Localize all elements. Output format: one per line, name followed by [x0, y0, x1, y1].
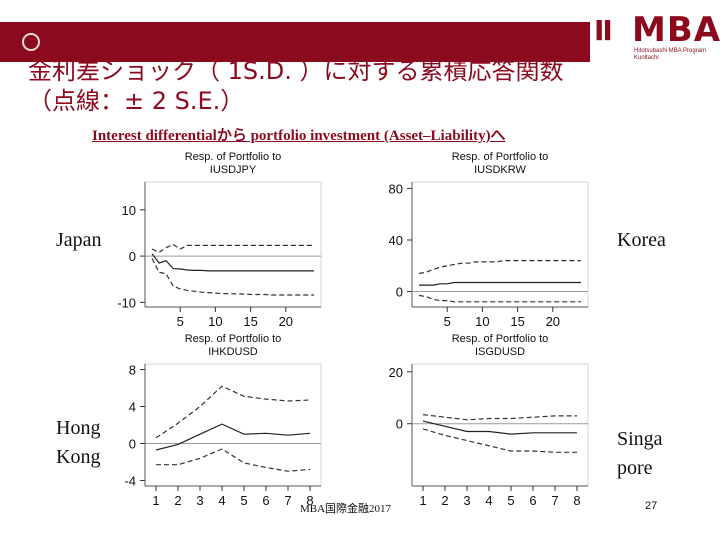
upper-band-line	[151, 243, 314, 254]
plot-frame	[144, 363, 322, 487]
label-singapore: Singa pore	[617, 428, 663, 479]
logo-mark: II	[594, 14, 613, 47]
header-bar	[0, 22, 590, 62]
chart-title-line: Resp. of Portfolio to	[185, 151, 282, 163]
plot-frame	[144, 181, 322, 308]
y-tick-label: -10	[117, 295, 136, 310]
x-tick-label: 2	[441, 493, 448, 508]
label-korea: Korea	[617, 229, 666, 251]
x-tick-label: 5	[507, 493, 514, 508]
slide-subtitle: Interest differentialから portfolio invest…	[92, 128, 506, 144]
page-number: 27	[645, 500, 658, 512]
lower-band-line	[156, 448, 311, 472]
x-tick-label: 5	[444, 314, 451, 329]
lower-band-line	[422, 428, 577, 453]
x-tick-label: 8	[306, 493, 313, 508]
mba-logo: II MBA Hitotsubashi MBA Program Kunitach…	[594, 6, 720, 66]
response-line	[155, 423, 311, 451]
y-tick-label: 10	[122, 203, 136, 218]
logo-subtext: Hitotsubashi MBA Program Kunitachi	[634, 48, 707, 61]
x-tick-label: 20	[546, 314, 560, 329]
label-japan: Japan	[56, 229, 102, 251]
slide-title-line1: 金利差ショック（ 1S.D. ）に対する累積応答関数	[28, 57, 564, 85]
y-tick-label: 40	[389, 233, 403, 248]
plot-frame	[411, 181, 589, 308]
chart-title-line: IUSDKRW	[474, 164, 526, 176]
x-tick-label: 20	[279, 314, 293, 329]
chart-title-line: IUSDJPY	[210, 164, 257, 176]
x-tick-label: 7	[284, 493, 291, 508]
response-line	[419, 281, 581, 286]
y-tick-label: 8	[129, 363, 136, 378]
label-hong-kong: Hong Kong	[56, 417, 101, 468]
x-tick-label: 1	[152, 493, 159, 508]
response-line	[151, 253, 314, 272]
response-line	[422, 420, 577, 435]
university-seal-icon	[22, 33, 40, 51]
x-tick-label: 8	[573, 493, 580, 508]
chart-title-line: Resp. of Portfolio to	[452, 151, 549, 163]
chart-title-line: IHKDUSD	[208, 346, 258, 358]
logo-text: MBA	[632, 10, 720, 50]
x-tick-label: 5	[240, 493, 247, 508]
x-tick-label: 15	[243, 314, 257, 329]
chart-title-line: ISGDUSD	[475, 346, 525, 358]
y-tick-label: 0	[396, 417, 403, 432]
y-tick-label: -4	[124, 473, 136, 488]
x-tick-label: 4	[218, 493, 225, 508]
x-tick-label: 2	[174, 493, 181, 508]
x-tick-label: 3	[463, 493, 470, 508]
x-tick-label: 4	[485, 493, 492, 508]
x-tick-label: 6	[529, 493, 536, 508]
lower-band-line	[151, 258, 314, 296]
y-tick-label: 0	[129, 249, 136, 264]
x-tick-label: 1	[419, 493, 426, 508]
x-tick-label: 6	[262, 493, 269, 508]
upper-band-line	[422, 414, 577, 421]
footer-text: MBA国際金融2017	[300, 503, 392, 515]
y-tick-label: 80	[389, 181, 403, 196]
upper-band-line	[155, 385, 311, 439]
x-tick-label: 7	[551, 493, 558, 508]
slide-title-line2: （点線：± 2 S.E.）	[28, 87, 245, 115]
upper-band-line	[418, 260, 581, 275]
y-tick-label: 20	[389, 365, 403, 380]
chart-title-line: Resp. of Portfolio to	[452, 333, 549, 345]
slide-title: 金利差ショック（ 1S.D. ）に対する累積応答関数 （点線：± 2 S.E.）	[28, 56, 564, 116]
x-tick-label: 15	[510, 314, 524, 329]
lower-band-line	[418, 294, 581, 303]
chart-title-line: Resp. of Portfolio to	[185, 333, 282, 345]
x-tick-label: 10	[475, 314, 489, 329]
y-tick-label: 0	[396, 285, 403, 300]
x-tick-label: 10	[208, 314, 222, 329]
x-tick-label: 3	[196, 493, 203, 508]
y-tick-label: 0	[129, 436, 136, 451]
y-tick-label: 4	[129, 400, 136, 415]
x-tick-label: 5	[177, 314, 184, 329]
